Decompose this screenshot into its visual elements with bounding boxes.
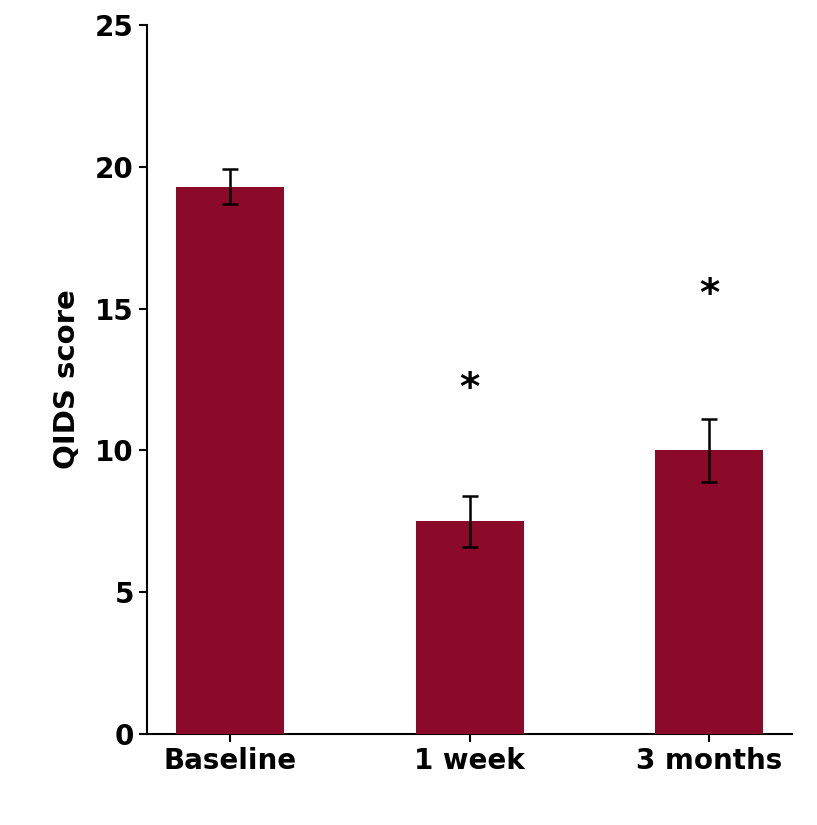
Y-axis label: QIDS score: QIDS score [53, 290, 81, 469]
Text: *: * [699, 276, 720, 314]
Bar [176, 186, 284, 734]
Bar [416, 521, 524, 734]
Text: *: * [460, 370, 480, 408]
Bar [655, 450, 763, 734]
